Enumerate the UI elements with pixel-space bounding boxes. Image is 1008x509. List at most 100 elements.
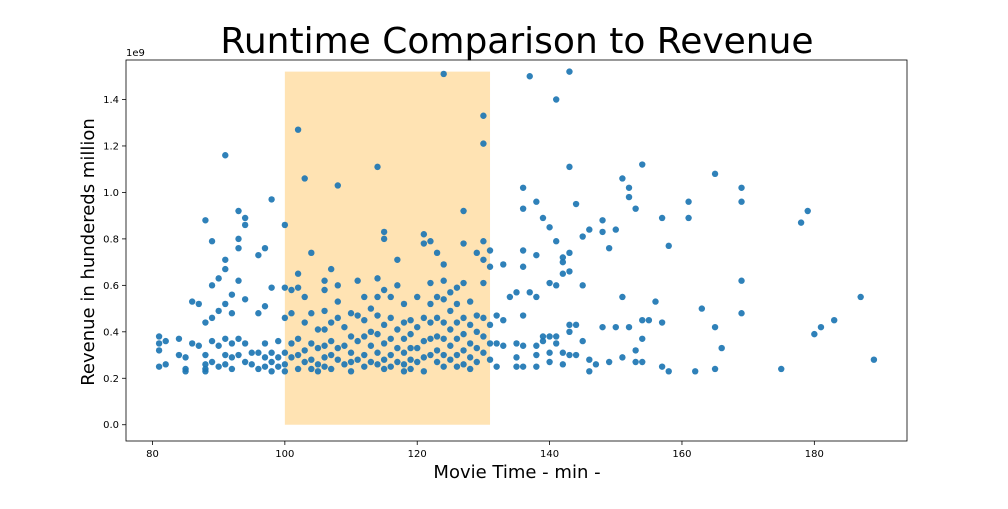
scatter-point (519, 184, 527, 191)
y-offset-label: 1e9 (126, 48, 145, 59)
scatter-point (460, 330, 467, 338)
scatter-point (380, 365, 388, 373)
scatter-point (553, 340, 560, 347)
scatter-point (619, 293, 626, 301)
scatter-point (341, 323, 348, 331)
scatter-point (182, 368, 189, 375)
scatter-point (427, 300, 434, 308)
scatter-point (506, 293, 514, 301)
scatter-point (341, 342, 348, 349)
scatter-point (566, 68, 573, 75)
scatter-point (202, 368, 209, 375)
scatter-point (354, 356, 361, 363)
scatter-point (440, 277, 447, 284)
scatter-point (414, 293, 421, 301)
scatter-point (235, 207, 242, 215)
scatter-point (281, 349, 289, 356)
y-tick-label: 1.2 (103, 141, 119, 152)
scatter-point (513, 363, 520, 370)
scatter-point (460, 207, 467, 215)
scatter-point (546, 224, 553, 231)
y-tick-label: 0.6 (103, 281, 119, 292)
scatter-point (301, 293, 308, 301)
scatter-point (261, 354, 269, 361)
scatter-point (268, 368, 275, 375)
scatter-point (248, 361, 255, 368)
scatter-point (466, 340, 474, 347)
scatter-point (685, 214, 692, 222)
scatter-point (427, 335, 434, 342)
scatter-point (294, 126, 302, 133)
y-tick-label: 0.4 (103, 327, 119, 338)
scatter-point (182, 354, 189, 361)
scatter-point (294, 270, 302, 277)
scatter-point (380, 356, 388, 363)
scatter-point (241, 296, 249, 303)
scatter-point (301, 319, 308, 326)
scatter-point (447, 307, 454, 315)
scatter-point (453, 300, 461, 308)
scatter-point (493, 363, 500, 370)
y-tick-label: 1.0 (103, 188, 119, 199)
scatter-point (235, 351, 242, 359)
scatter-point (566, 268, 573, 275)
scatter-point (486, 263, 494, 270)
scatter-point (261, 244, 269, 252)
scatter-point (407, 330, 414, 338)
scatter-point (387, 335, 394, 342)
scatter-point (586, 356, 593, 363)
scatter-point (830, 316, 838, 324)
x-tick-label: 180 (805, 449, 824, 460)
scatter-point (155, 347, 163, 354)
scatter-point (228, 354, 236, 361)
scatter-point (275, 337, 282, 345)
scatter-point (566, 351, 573, 359)
scatter-point (453, 335, 461, 342)
scatter-point (341, 361, 348, 368)
scatter-point (255, 251, 262, 259)
scatter-point (533, 363, 540, 370)
scatter-point (288, 310, 295, 317)
scatter-point (586, 226, 593, 233)
scatter-point (327, 265, 335, 273)
scatter-point (460, 314, 467, 322)
scatter-point (268, 196, 275, 203)
scatter-point (374, 349, 381, 356)
x-tick-label: 160 (672, 449, 691, 460)
scatter-point (162, 337, 169, 345)
scatter-point (797, 219, 805, 226)
scatter-point (632, 205, 639, 212)
scatter-point (400, 335, 408, 342)
scatter-point (275, 363, 282, 370)
scatter-point (374, 163, 381, 171)
scatter-point (692, 368, 699, 375)
scatter-point (625, 193, 633, 201)
scatter-point (301, 347, 308, 354)
scatter-point (308, 249, 315, 257)
scatter-point (440, 335, 447, 342)
scatter-point (301, 175, 308, 182)
plot-frame (125, 59, 908, 442)
scatter-point (400, 319, 408, 326)
chart-title: Runtime Comparison to Revenue (220, 21, 813, 62)
scatter-point (228, 291, 236, 298)
scatter-point (566, 249, 573, 257)
scatter-point (195, 342, 203, 349)
plot-area: 80 100 120 140 160 180 0.0 0.2 0.4 0.6 0.8 1.0 1.2 1.… (103, 59, 908, 460)
scatter-point (738, 310, 745, 317)
scatter-point (711, 170, 719, 178)
scatter-point (619, 175, 626, 182)
scatter-point (155, 363, 163, 370)
scatter-point (804, 207, 811, 215)
scatter-point (314, 326, 322, 333)
scatter-point (427, 319, 434, 326)
scatter-point (281, 314, 289, 322)
scatter-point (321, 307, 328, 315)
scatter-point (738, 184, 745, 191)
scatter-point (268, 284, 275, 291)
scatter-point (241, 214, 249, 222)
scatter-point (533, 351, 540, 359)
scatter-point (208, 314, 216, 322)
scatter-point (235, 244, 242, 252)
